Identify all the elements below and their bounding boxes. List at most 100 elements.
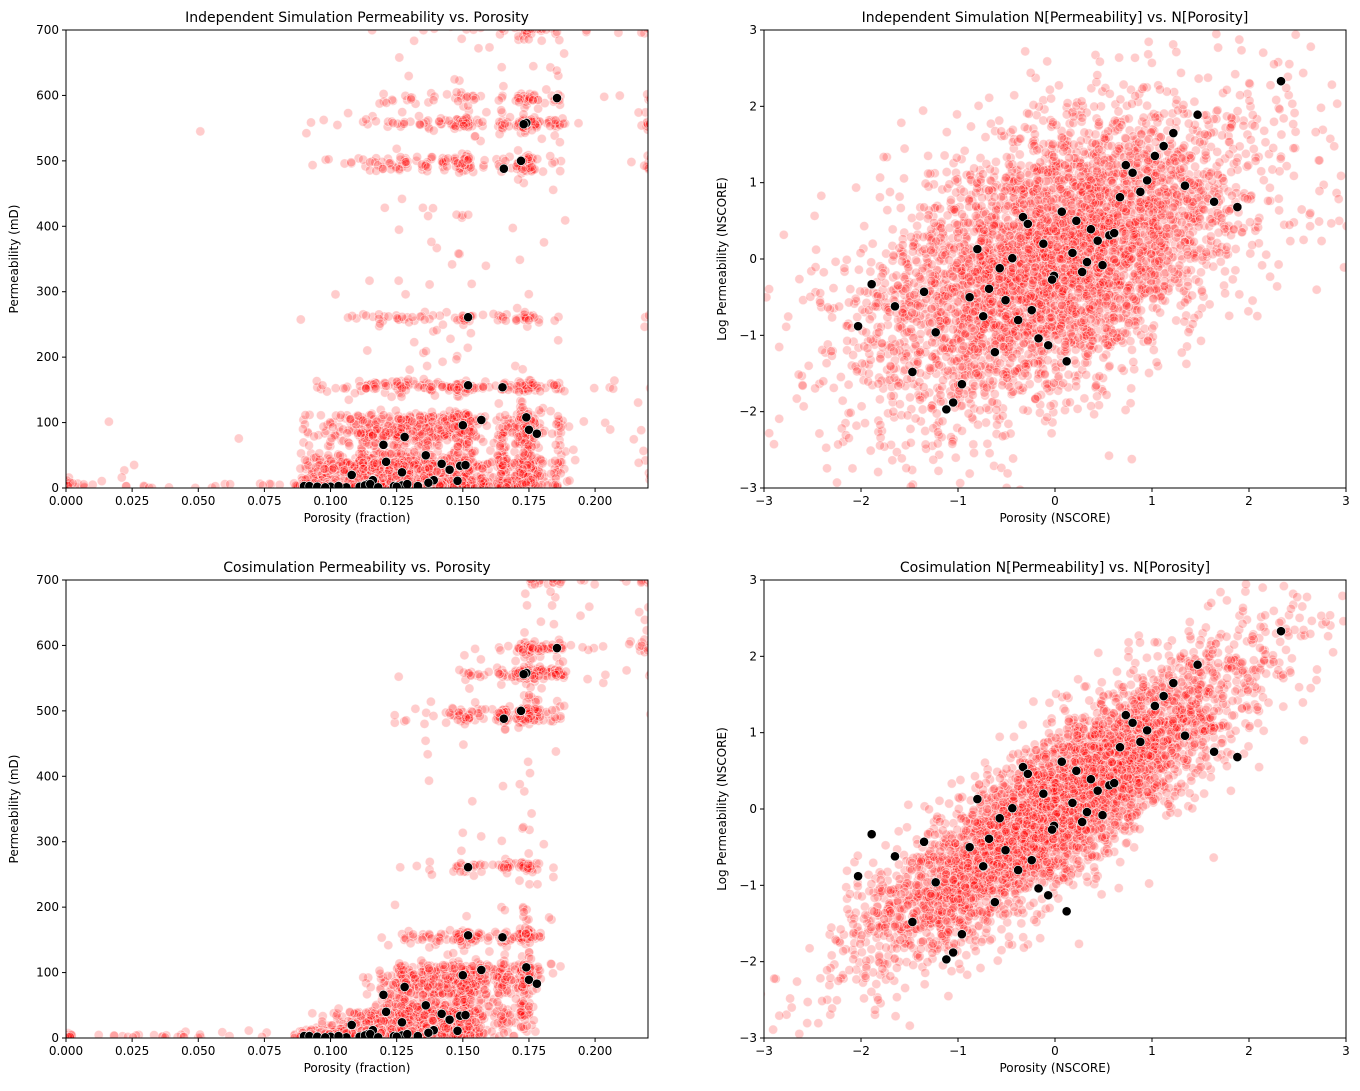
sim-point — [296, 464, 305, 473]
sim-point — [463, 156, 472, 165]
sim-point — [415, 120, 424, 129]
sim-point — [423, 163, 432, 172]
sim-point — [487, 457, 496, 466]
sim-point — [1176, 68, 1185, 77]
sim-point — [438, 320, 447, 329]
sim-point — [494, 399, 503, 408]
sim-point — [427, 382, 436, 391]
sim-point — [130, 460, 139, 469]
sim-point — [499, 461, 508, 470]
sim-point — [424, 211, 433, 220]
sim-point — [634, 458, 643, 467]
sim-point — [453, 442, 462, 451]
sim-point — [344, 109, 353, 118]
sim-point — [448, 260, 457, 269]
data-point — [516, 156, 525, 165]
sim-point — [414, 383, 423, 392]
data-point — [424, 478, 433, 487]
data-point — [477, 415, 486, 424]
sim-point — [418, 203, 427, 212]
sim-point — [560, 49, 569, 58]
sim-point — [515, 255, 524, 264]
sim-point — [502, 483, 511, 492]
sim-point — [397, 194, 406, 203]
sim-point — [555, 138, 564, 147]
sim-point — [291, 481, 300, 490]
sim-point — [627, 157, 636, 166]
sim-point — [363, 346, 372, 355]
sim-point — [537, 36, 546, 45]
data-point — [498, 383, 507, 392]
sim-point — [404, 375, 413, 384]
sim-point — [423, 361, 432, 370]
sim-point — [542, 85, 551, 94]
sim-point — [373, 425, 382, 434]
sim-point — [524, 35, 533, 44]
sim-point — [420, 315, 429, 324]
x-tick-label: 0.075 — [247, 494, 281, 508]
data-point — [413, 481, 422, 490]
plot-area — [668, 0, 1360, 555]
sim-point — [425, 280, 434, 289]
data-point — [522, 413, 531, 422]
data-point — [347, 470, 356, 479]
sim-point — [530, 21, 539, 30]
sim-point — [1266, 272, 1275, 281]
sim-point — [298, 425, 307, 434]
sim-point — [122, 482, 131, 491]
sim-point — [378, 473, 387, 482]
sim-point — [615, 91, 624, 100]
data-point — [379, 440, 388, 449]
sim-point — [337, 458, 346, 467]
sim-point — [358, 416, 367, 425]
sim-point — [519, 448, 528, 457]
sim-point — [520, 308, 529, 317]
sim-point — [319, 115, 328, 124]
sim-point — [398, 108, 407, 117]
sim-point — [478, 464, 487, 473]
sim-point — [476, 474, 485, 483]
sim-point — [1290, 108, 1299, 117]
sim-point — [304, 441, 313, 450]
data-point — [464, 313, 473, 322]
sim-point — [524, 290, 533, 299]
sim-point — [387, 449, 396, 458]
sim-point — [652, 25, 661, 34]
sim-point — [536, 387, 545, 396]
sim-point — [310, 432, 319, 441]
sim-point — [454, 97, 463, 106]
sim-point — [328, 465, 337, 474]
sim-point — [397, 392, 406, 401]
sim-point — [844, 380, 853, 389]
sim-point — [400, 119, 409, 128]
sim-point — [331, 290, 340, 299]
sim-point — [429, 96, 438, 105]
sim-point — [404, 71, 413, 80]
data-point — [458, 421, 467, 430]
sim-point — [347, 158, 356, 167]
data-point — [519, 120, 528, 129]
sim-point — [514, 146, 523, 155]
sim-point — [565, 476, 574, 485]
sim-point — [440, 431, 449, 440]
sim-point — [875, 395, 884, 404]
plot-area — [53, 20, 662, 493]
sim-point — [518, 365, 527, 374]
sim-point — [371, 384, 380, 393]
sim-point — [942, 128, 951, 137]
sim-point — [857, 402, 866, 411]
sim-point — [362, 115, 371, 124]
sim-point — [529, 62, 538, 71]
sim-point — [438, 382, 447, 391]
sim-point — [548, 429, 557, 438]
sim-point — [327, 434, 336, 443]
sim-point — [345, 441, 354, 450]
data-point — [400, 432, 409, 441]
sim-point — [353, 429, 362, 438]
sim-point — [651, 464, 660, 473]
sim-point — [443, 154, 452, 163]
sim-point — [63, 481, 72, 490]
sim-point — [1258, 261, 1267, 270]
sim-point — [514, 175, 523, 184]
